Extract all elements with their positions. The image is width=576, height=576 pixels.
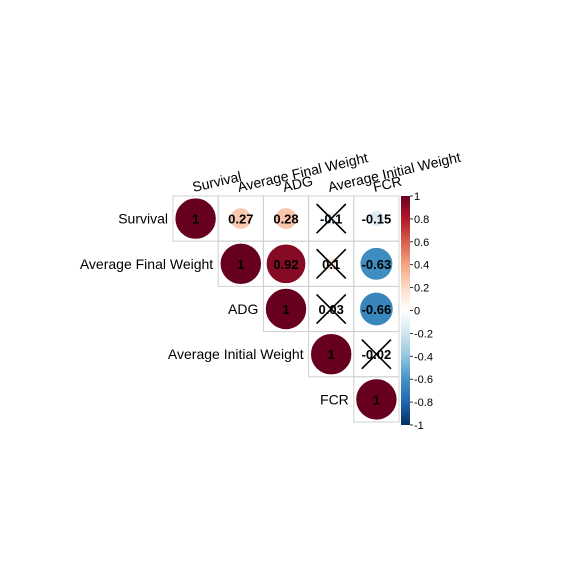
correlation-value: 1	[192, 212, 199, 227]
colorbar-tick-label: -0.8	[414, 397, 433, 409]
colorbar-tick-label: 0	[414, 306, 420, 318]
grid	[172, 195, 400, 423]
colorbar-tick-label: 0.8	[414, 214, 429, 226]
correlation-circle	[174, 197, 217, 240]
correlation-circle	[359, 247, 394, 281]
correlation-circle	[310, 333, 353, 376]
row-label-average-final-weight: Average Final Weight	[80, 256, 213, 272]
cross-mark	[316, 293, 347, 325]
colorbar-tick-label: -0.4	[414, 351, 433, 363]
cross-mark	[361, 339, 392, 370]
column-label-fcr: FCR	[371, 173, 403, 195]
correlation-value: 1	[373, 392, 380, 407]
colorbar-tick-label: 1	[414, 191, 420, 203]
colorbar-tick-label: -0.6	[414, 374, 433, 386]
correlation-value: -0.63	[362, 257, 392, 272]
colorbar-tick-label: 0.6	[414, 237, 429, 249]
correlation-circle	[355, 378, 398, 421]
cross-mark	[316, 203, 347, 234]
colorbar-tick-label: -1	[414, 420, 424, 432]
insignificant-crosses	[316, 203, 392, 370]
correlation-circle	[368, 210, 385, 227]
colorbar-gradient	[401, 196, 410, 425]
colorbar: 1 0.8 0.6 0.4 0.2 0 -0.2 -0.4 -0.6 -0.8 -1	[401, 191, 433, 432]
correlation-value: 0.28	[273, 212, 298, 227]
correlation-value: 1	[237, 257, 244, 272]
column-label-survival: Survival	[191, 168, 243, 195]
correlation-value: 1	[328, 347, 335, 362]
colorbar-tick-label: -0.2	[414, 328, 433, 340]
correlation-circle	[265, 243, 307, 284]
correlation-circle	[229, 207, 252, 230]
correlation-value: -0.66	[362, 302, 392, 317]
row-labels: Survival Average Final Weight ADG Average I…	[80, 211, 349, 408]
correlation-circle	[264, 287, 307, 330]
correlation-circle	[219, 242, 262, 285]
row-label-adg: ADG	[228, 301, 258, 317]
correlation-circle	[359, 291, 394, 327]
value-labels: 10.270.28-0.1-0.1510.920.1-0.6310.03-0.6…	[192, 212, 391, 408]
correlation-value: -0.15	[362, 212, 392, 227]
row-label-survival: Survival	[118, 211, 168, 227]
correlation-value: 0.92	[273, 257, 298, 272]
column-label-adg: ADG	[281, 173, 314, 195]
correlation-value: 0.27	[228, 212, 253, 227]
correlation-circles	[174, 197, 398, 421]
row-label-fcr: FCR	[320, 391, 349, 407]
grid-cell	[353, 376, 400, 423]
correlation-value: 1	[282, 302, 289, 317]
colorbar-tick-label: 0.4	[414, 260, 429, 272]
row-label-average-initial-weight: Average Initial Weight	[168, 346, 304, 362]
colorbar-tick-label: 0.2	[414, 283, 429, 295]
cross-mark	[316, 248, 347, 279]
correlation-circle	[274, 207, 298, 230]
